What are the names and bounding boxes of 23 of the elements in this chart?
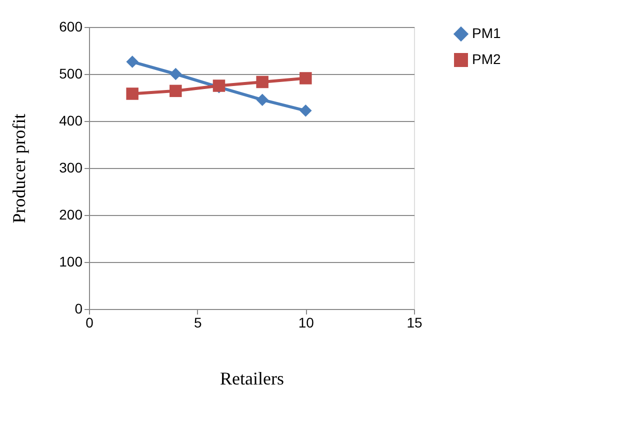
legend-label: PM1 — [472, 25, 501, 41]
point — [256, 76, 268, 88]
point — [126, 88, 138, 100]
y-axis-title: Producer profit — [9, 114, 30, 224]
y-tick-label: 300 — [59, 160, 83, 176]
point — [170, 84, 182, 98]
x-tick-label: 5 — [194, 314, 202, 330]
y-tick-label: 400 — [59, 112, 83, 128]
y-tick-label: 100 — [59, 254, 83, 270]
x-tick-label: 10 — [298, 314, 314, 330]
x-tick-label: 15 — [406, 314, 422, 330]
point — [300, 104, 312, 117]
y-tick-label: 500 — [59, 66, 83, 82]
point — [126, 56, 138, 68]
y-tick-label: 200 — [59, 206, 83, 222]
point — [256, 94, 268, 106]
point — [170, 68, 182, 80]
legend-label: PM2 — [472, 51, 501, 67]
y-tick-label: 600 — [59, 18, 83, 34]
y-tick-label: 0 — [74, 300, 83, 316]
x-tick-label: 0 — [86, 314, 94, 330]
point — [300, 72, 312, 84]
x-axis-title: Retailers — [220, 368, 284, 388]
